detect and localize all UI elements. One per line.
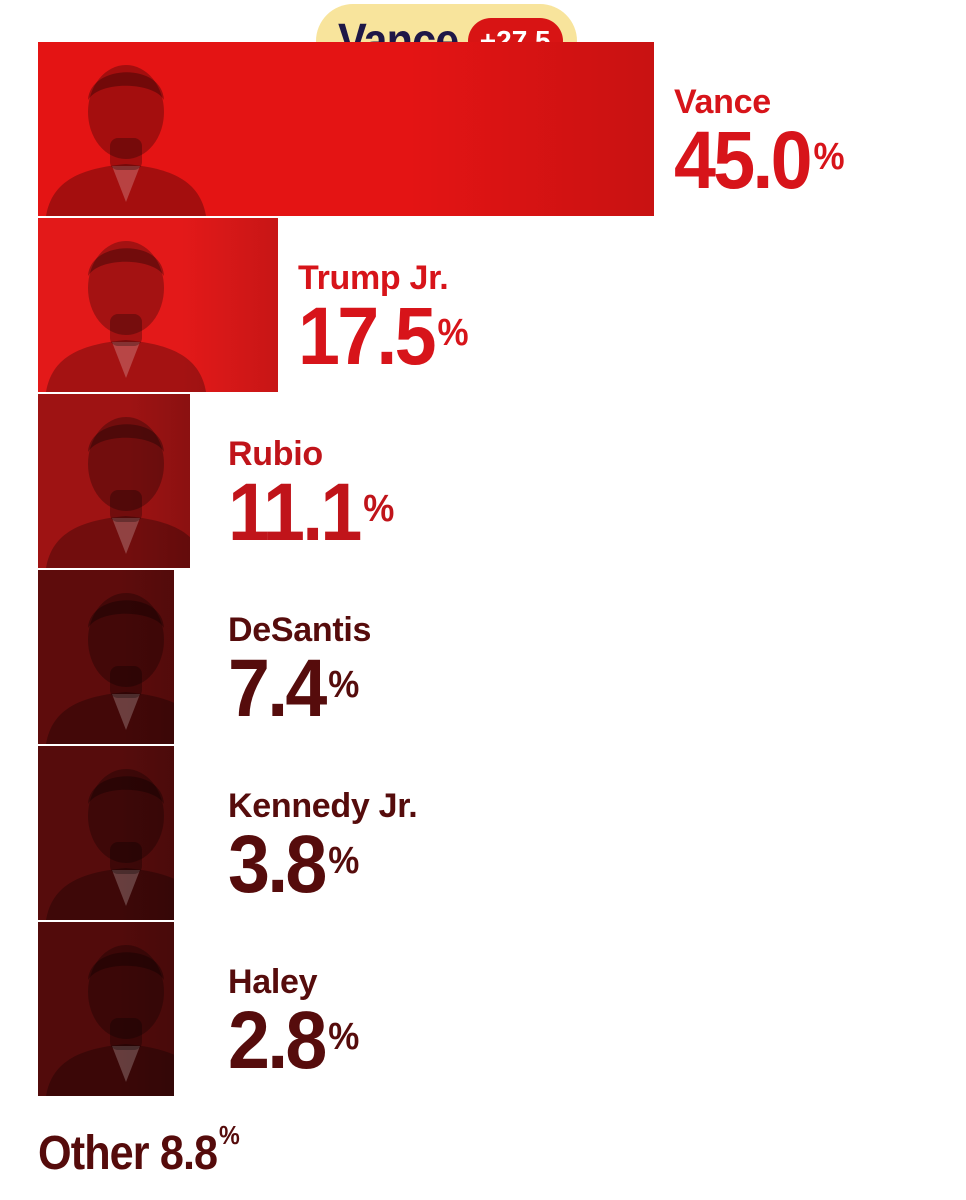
bar-label-rubio: Rubio 11.1%	[228, 434, 409, 558]
percent-sign: %	[328, 1016, 360, 1058]
bar-label-haley: Haley 2.8%	[228, 962, 371, 1086]
data-label: 7.4%	[228, 643, 360, 734]
other-label: Other	[38, 1127, 150, 1180]
bar-kennedy-jr	[38, 746, 174, 920]
percent-sign: %	[328, 664, 360, 706]
candidate-name: Rubio	[228, 435, 323, 473]
candidate-portrait-icon	[46, 241, 206, 392]
other-total: Other 8.8%	[38, 1120, 240, 1181]
percent-sign: %	[813, 136, 845, 178]
percent-sign: %	[328, 840, 360, 882]
candidate-name: Vance	[674, 83, 771, 121]
bar-vance	[38, 42, 654, 216]
bar-rubio	[38, 394, 190, 568]
data-label: 45.0%	[674, 115, 845, 206]
bar-label-kennedy-jr: Kennedy Jr. 3.8%	[228, 786, 418, 910]
bar-haley	[38, 922, 174, 1096]
candidate-portrait-icon	[46, 417, 190, 568]
percent-sign: %	[363, 488, 395, 530]
data-label: 2.8%	[228, 995, 360, 1086]
candidate-portrait-icon	[46, 593, 174, 744]
candidate-name: Trump Jr.	[298, 259, 449, 297]
bar-label-vance: Vance 45.0%	[674, 82, 859, 206]
bar-desantis	[38, 570, 174, 744]
bar-trump-jr	[38, 218, 278, 392]
bar-label-trump-jr: Trump Jr. 17.5%	[298, 258, 483, 382]
bar-label-desantis: DeSantis 7.4%	[228, 610, 372, 734]
candidate-portrait-icon	[46, 65, 206, 216]
other-value: 8.8	[159, 1127, 218, 1180]
data-label: 17.5%	[298, 291, 469, 382]
candidate-name: Haley	[228, 963, 318, 1001]
candidate-name: DeSantis	[228, 611, 372, 649]
other-percent-sign: %	[218, 1120, 240, 1150]
candidate-portrait-icon	[46, 769, 174, 920]
data-label: 3.8%	[228, 819, 360, 910]
percent-sign: %	[437, 312, 469, 354]
candidate-name: Kennedy Jr.	[228, 787, 418, 825]
candidate-portrait-icon	[46, 945, 174, 1096]
data-label: 11.1%	[228, 467, 395, 558]
